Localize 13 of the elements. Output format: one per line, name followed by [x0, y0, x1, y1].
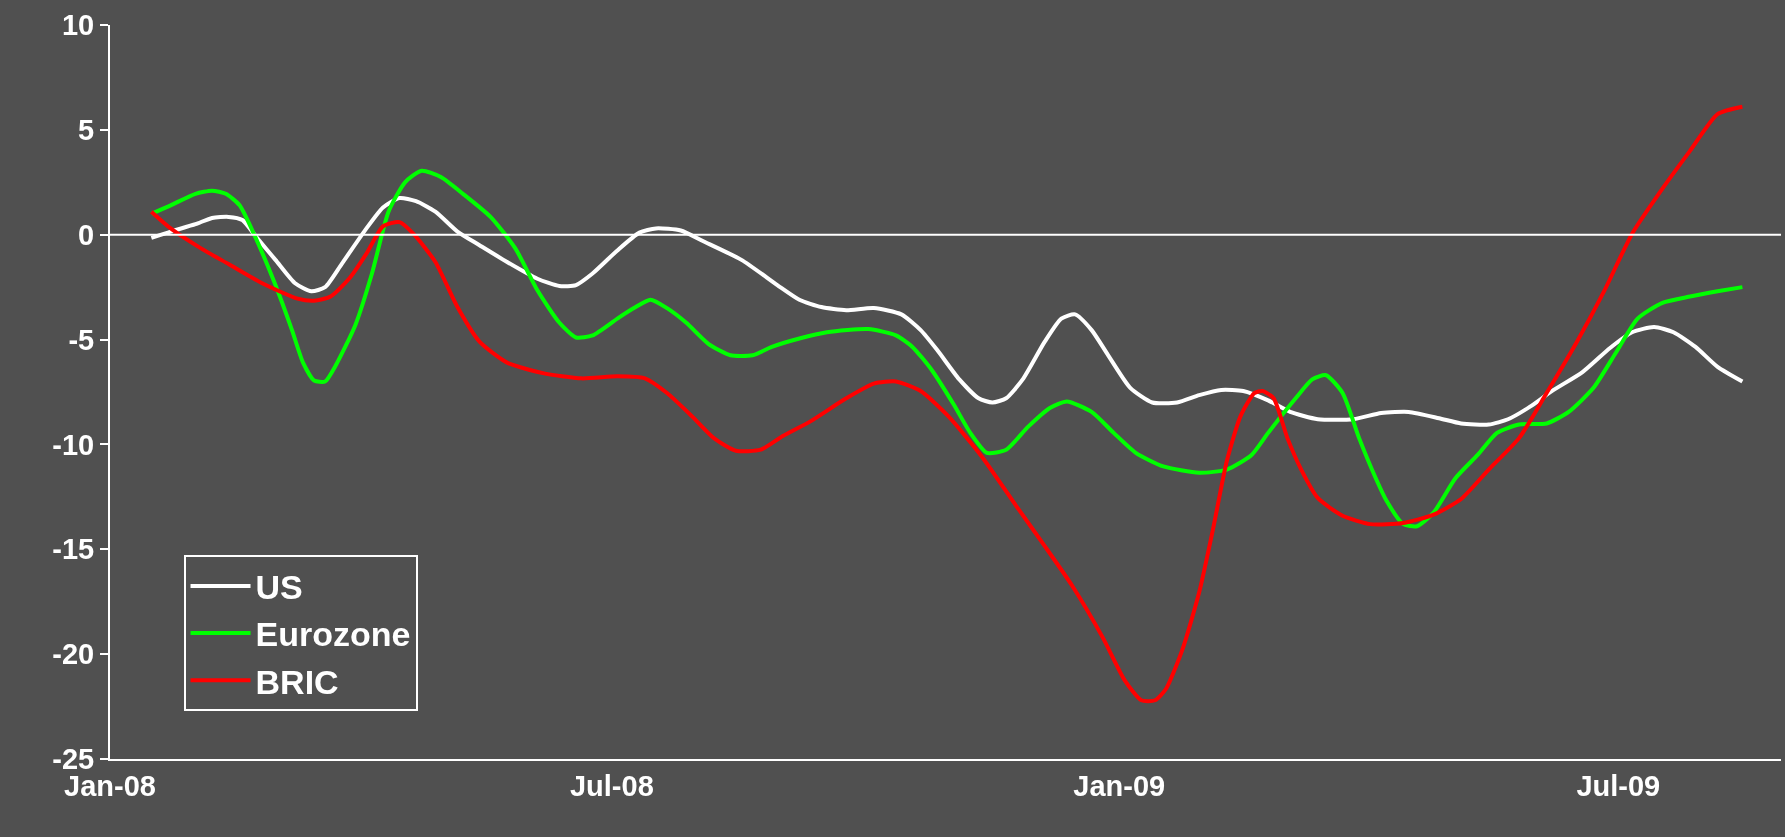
- x-tick-label: Jan-09: [1073, 769, 1166, 802]
- y-tick-label: 0: [78, 218, 95, 251]
- legend-label: BRIC: [255, 662, 339, 701]
- y-tick-label: -20: [52, 638, 95, 671]
- x-tick-label: Jul-08: [569, 769, 654, 802]
- legend-label: US: [255, 568, 303, 607]
- y-tick-label: 10: [61, 9, 95, 42]
- y-tick-label: -10: [52, 428, 95, 461]
- y-tick-label: 5: [78, 114, 95, 147]
- y-tick-label: -15: [52, 533, 95, 566]
- y-tick-label: -5: [68, 323, 95, 356]
- x-tick-label: Jul-09: [1576, 769, 1661, 802]
- legend-label: Eurozone: [255, 615, 411, 654]
